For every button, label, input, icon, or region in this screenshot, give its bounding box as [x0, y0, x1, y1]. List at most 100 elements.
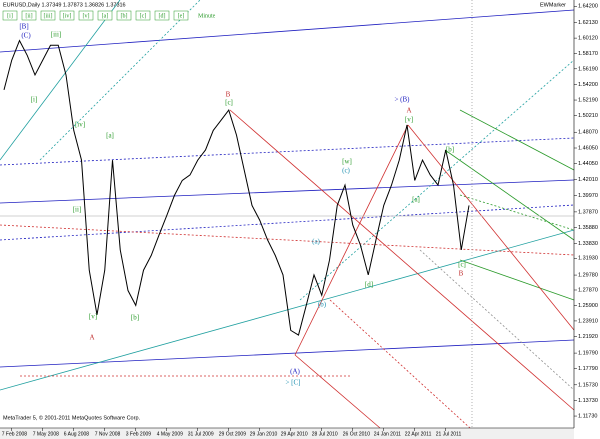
- y-tick-label: 1.31930: [578, 256, 598, 262]
- toolbar-button[interactable]: [59, 10, 75, 21]
- trend-line: [299, 59, 575, 301]
- wave-label: [b]: [446, 146, 454, 154]
- x-tick-label: 7 May 2008: [33, 431, 59, 437]
- trend-lines: [0, 0, 575, 429]
- y-tick-label: 1.44050: [578, 161, 598, 167]
- y-tick-label: 1.60120: [578, 36, 598, 42]
- chart-title: EURUSD,Daily 1.37349 1.37873 1.36826 1.3…: [3, 2, 126, 8]
- y-tick-label: 1.13730: [578, 398, 598, 404]
- x-tick-label: 4 May 2009: [157, 431, 183, 437]
- y-tick-label: 1.58170: [578, 51, 598, 57]
- y-tick-label: 1.19790: [578, 351, 598, 357]
- toolbar-button[interactable]: [116, 10, 132, 21]
- toolbar-button[interactable]: [40, 10, 56, 21]
- y-tick-label: 1.52190: [578, 98, 598, 104]
- trend-line: [459, 259, 575, 301]
- x-tick-label: 29 Oct 2009: [219, 431, 246, 437]
- wave-label: [v]: [405, 116, 413, 124]
- trend-line: [0, 229, 575, 391]
- toolbar-button[interactable]: [135, 10, 151, 21]
- toolbar-label[interactable]: [v]: [83, 13, 90, 19]
- wave-label: (A): [290, 368, 300, 376]
- toolbar-button[interactable]: [2, 10, 18, 21]
- y-tick-label: 1.46050: [578, 145, 598, 151]
- trend-line: [444, 149, 575, 241]
- trend-line: [459, 109, 575, 171]
- wave-label: (a): [312, 238, 320, 246]
- toolbar-label[interactable]: [d]: [159, 13, 166, 19]
- y-tick-label: 1.64200: [578, 4, 598, 10]
- wave-label: (C): [21, 32, 31, 40]
- y-tick-label: 1.25900: [578, 303, 598, 309]
- x-tick-label: 24 Jan 2011: [374, 431, 401, 437]
- y-tick-label: 1.39970: [578, 193, 598, 199]
- x-tick-label: 29 Apr 2010: [281, 431, 308, 437]
- wave-label: A: [89, 334, 94, 342]
- wave-label: [c]: [458, 261, 466, 269]
- wave-label: [i]: [31, 96, 38, 104]
- trend-line: [39, 0, 201, 161]
- trend-line: [419, 249, 575, 391]
- trend-line: [229, 109, 575, 411]
- y-tick-label: 1.29780: [578, 273, 598, 279]
- x-tick-label: 29 Jan 2010: [250, 431, 278, 437]
- y-tick-label: 1.15730: [578, 382, 598, 388]
- toolbar-label[interactable]: [iv]: [63, 13, 72, 19]
- y-tick-label: 1.35880: [578, 225, 598, 231]
- trend-line: [0, 339, 575, 368]
- wave-label: [B]: [19, 23, 28, 31]
- wave-label: [d]: [365, 281, 373, 289]
- toolbar-button[interactable]: [21, 10, 37, 21]
- wave-label: [a]: [106, 132, 114, 140]
- y-tick-label: 1.11730: [578, 414, 597, 420]
- wave-label: [iii]: [51, 31, 62, 39]
- y-tick-label: 1.23910: [578, 318, 598, 324]
- toolbar-button[interactable]: [173, 10, 189, 21]
- y-tick-label: 1.27870: [578, 287, 598, 293]
- x-tick-label: 3 Feb 2009: [126, 431, 152, 437]
- y-tick-label: 1.33830: [578, 241, 598, 247]
- y-tick-label: 1.17790: [578, 366, 598, 372]
- wave-label: [iv]: [75, 121, 85, 129]
- wave-label: (c): [342, 167, 350, 175]
- y-tick-label: 1.42010: [578, 177, 598, 183]
- toolbar-label[interactable]: [c]: [140, 13, 147, 19]
- toolbar-label[interactable]: [ii]: [25, 13, 32, 19]
- y-tick-label: 1.62130: [578, 20, 598, 26]
- y-tick-label: 1.50210: [578, 113, 598, 119]
- trend-line: [0, 179, 575, 204]
- wave-label: [b]: [131, 314, 139, 322]
- wave-label: A: [406, 107, 411, 115]
- toolbar-label[interactable]: [iii]: [44, 13, 53, 19]
- x-tick-label: 31 Jul 2009: [188, 431, 214, 437]
- toolbar-label[interactable]: [e]: [178, 13, 185, 19]
- x-tick-label: 28 Jul 2010: [312, 431, 338, 437]
- price-line: [3, 39, 470, 336]
- x-tick-label: 22 Apr 2011: [405, 431, 432, 437]
- x-tick-label: 7 Feb 2008: [2, 431, 28, 437]
- toolbar-button[interactable]: [78, 10, 94, 21]
- trend-line: [407, 124, 575, 331]
- toolbar-label[interactable]: [a]: [102, 13, 109, 19]
- y-tick-label: 1.54200: [578, 82, 598, 88]
- footer: MetaTrader 5, © 2001-2011 MetaQuotes Sof…: [3, 414, 141, 421]
- trend-line: [0, 0, 121, 161]
- x-axis-band: [0, 428, 574, 439]
- wave-label: [a]: [412, 196, 420, 204]
- wave-label: > (B): [394, 96, 410, 104]
- toolbar-label[interactable]: [b]: [121, 13, 128, 19]
- toolbar-button[interactable]: [97, 10, 113, 21]
- wave-label: B: [226, 91, 231, 99]
- x-tick-label: 21 Jul 2011: [436, 431, 462, 437]
- toolbar-label[interactable]: Minute: [198, 13, 216, 19]
- toolbar-button[interactable]: [154, 10, 170, 21]
- x-tick-label: 7 Nov 2008: [95, 431, 121, 437]
- wave-label: [v]: [89, 313, 97, 321]
- indicator-name: EWMarker: [540, 2, 566, 8]
- toolbar-label[interactable]: [i]: [7, 13, 13, 19]
- x-tick-label: 26 Oct 2010: [343, 431, 370, 437]
- trend-line: [294, 124, 409, 356]
- y-tick-label: 1.37870: [578, 209, 598, 215]
- y-tick-label: 1.21920: [578, 334, 598, 340]
